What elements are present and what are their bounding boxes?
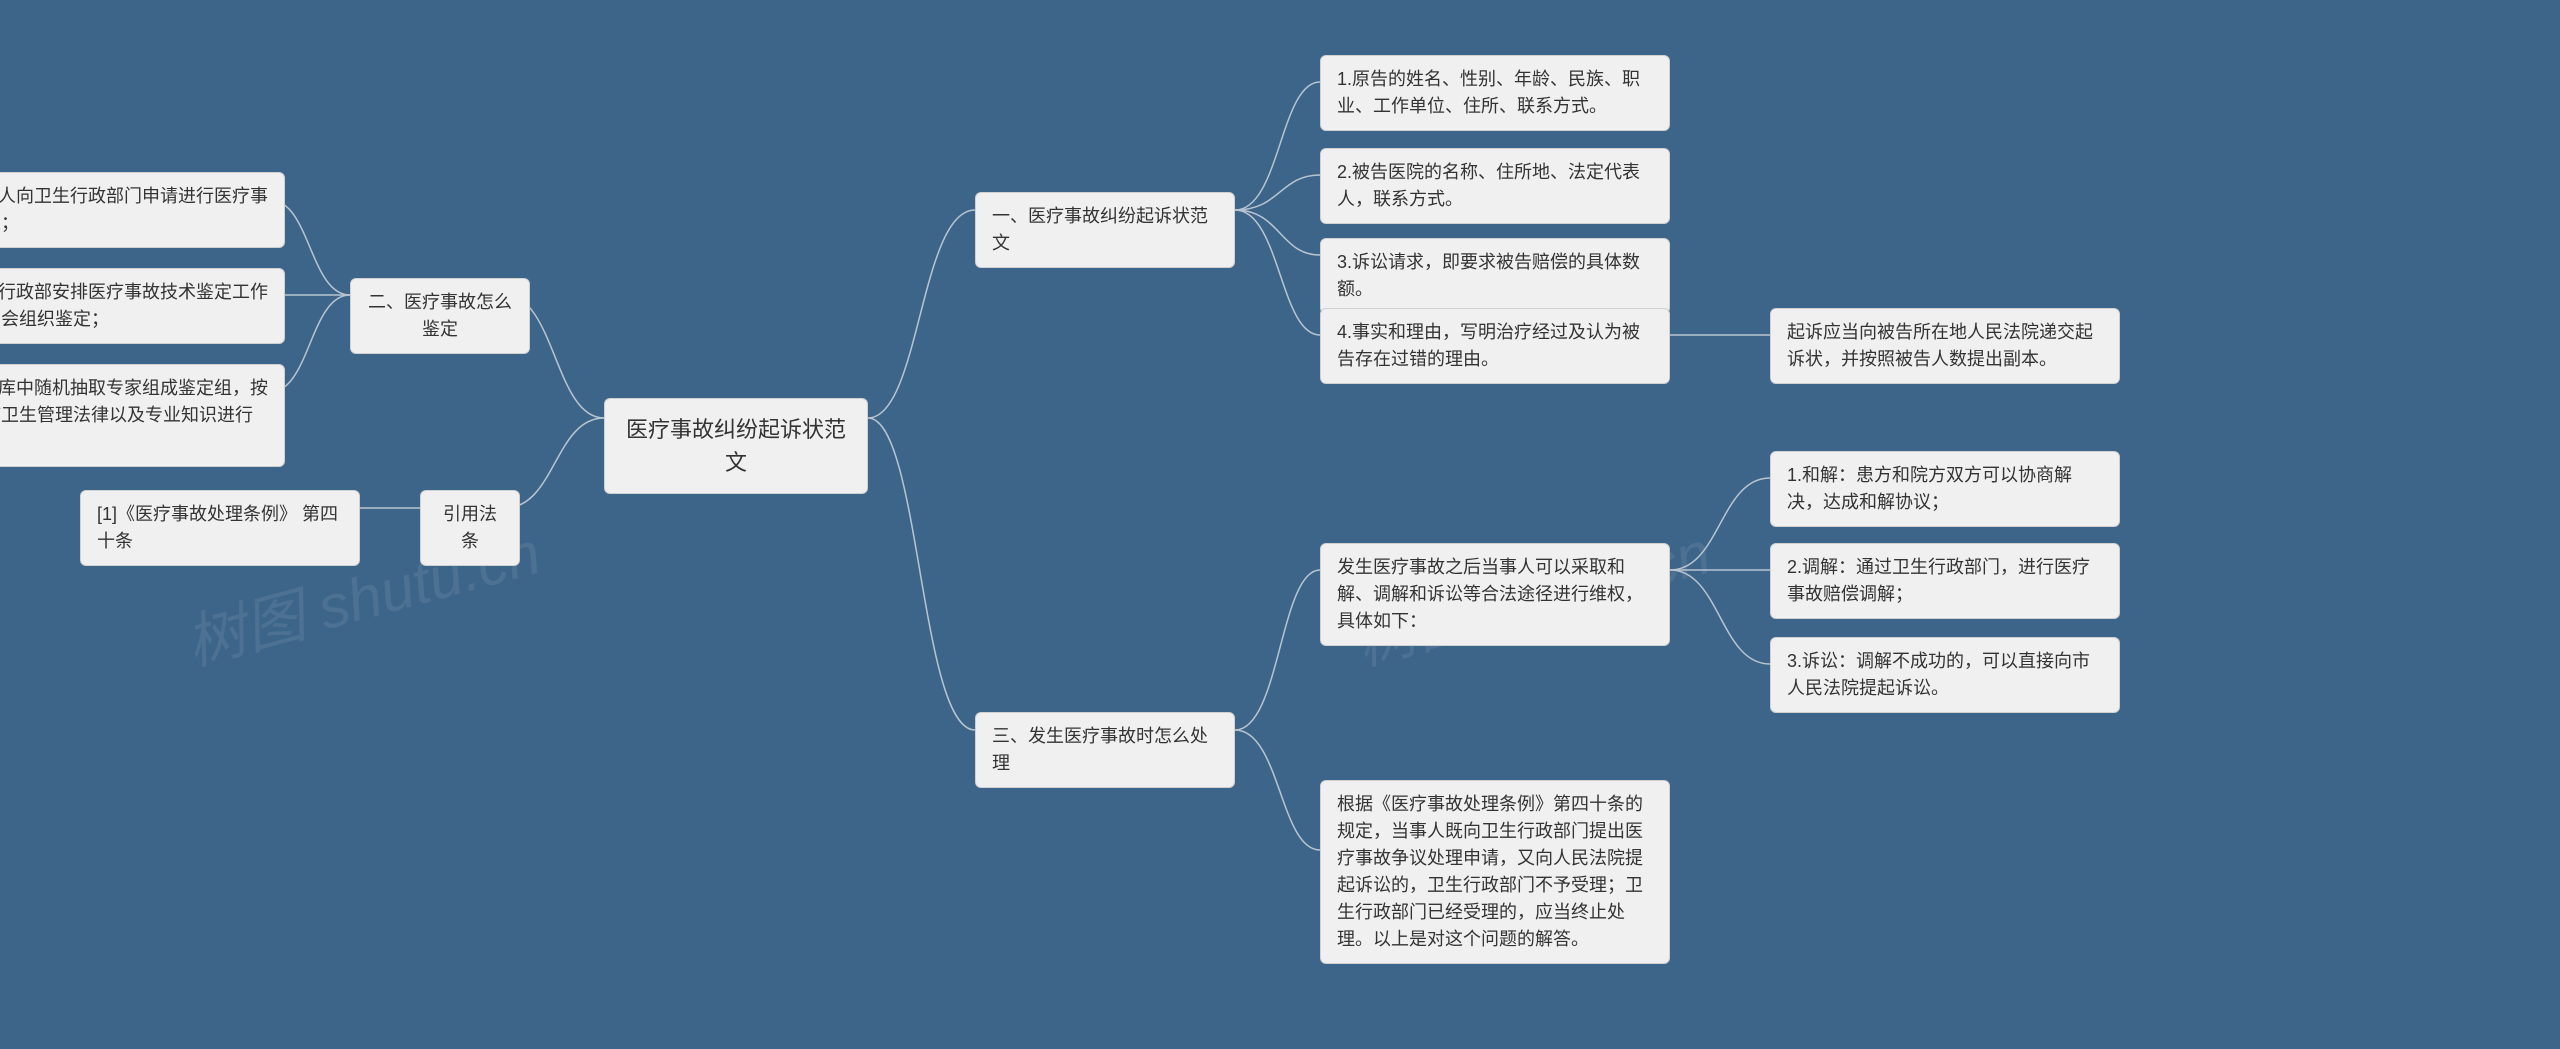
branch-1-child-3: 3.诉讼请求，即要求被告赔偿的具体数额。 bbox=[1320, 238, 1670, 314]
branch-1-child-4-child: 起诉应当向被告所在地人民法院递交起诉状，并按照被告人数提出副本。 bbox=[1770, 308, 2120, 384]
branch-3-child-1-sub-1: 1.和解：患方和院方双方可以协商解决，达成和解协议； bbox=[1770, 451, 2120, 527]
branch-1-child-4: 4.事实和理由，写明治疗经过及认为被告存在过错的理由。 bbox=[1320, 308, 1670, 384]
branch-1: 一、医疗事故纠纷起诉状范文 bbox=[975, 192, 1235, 268]
connector-lines bbox=[0, 0, 2560, 1049]
branch-2-child-3: 3.专家库中随机抽取专家组成鉴定组，按照医疗卫生管理法律以及专业知识进行鉴定。 bbox=[0, 364, 285, 467]
branch-3-child-2: 根据《医疗事故处理条例》第四十条的规定，当事人既向卫生行政部门提出医疗事故争议处… bbox=[1320, 780, 1670, 964]
branch-cite: 引用法条 bbox=[420, 490, 520, 566]
branch-1-child-1: 1.原告的姓名、性别、年龄、民族、职业、工作单位、住所、联系方式。 bbox=[1320, 55, 1670, 131]
branch-3-child-1-sub-3: 3.诉讼：调解不成功的，可以直接向市人民法院提起诉讼。 bbox=[1770, 637, 2120, 713]
branch-1-child-2: 2.被告医院的名称、住所地、法定代表人，联系方式。 bbox=[1320, 148, 1670, 224]
branch-3-child-1-sub-2: 2.调解：通过卫生行政部门，进行医疗事故赔偿调解； bbox=[1770, 543, 2120, 619]
center-node: 医疗事故纠纷起诉状范文 bbox=[604, 398, 868, 494]
branch-cite-child: [1]《医疗事故处理条例》 第四十条 bbox=[80, 490, 360, 566]
branch-2: 二、医疗事故怎么鉴定 bbox=[350, 278, 530, 354]
branch-2-child-1: 1.当事人向卫生行政部门申请进行医疗事故鉴定； bbox=[0, 172, 285, 248]
branch-3: 三、发生医疗事故时怎么处理 bbox=[975, 712, 1235, 788]
branch-2-child-2: 2.卫生行政部安排医疗事故技术鉴定工作的医学会组织鉴定； bbox=[0, 268, 285, 344]
branch-3-child-1: 发生医疗事故之后当事人可以采取和解、调解和诉讼等合法途径进行维权，具体如下： bbox=[1320, 543, 1670, 646]
